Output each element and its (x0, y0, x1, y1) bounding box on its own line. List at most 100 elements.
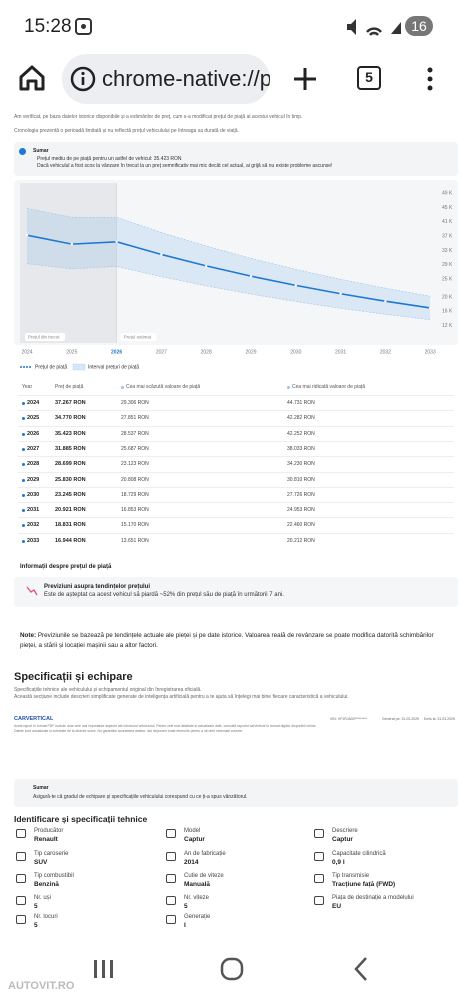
row-dot (22, 509, 25, 513)
table-high: 42.282 RON (287, 415, 315, 422)
summary2-text: Asigură-te că gradul de echipare și spec… (33, 794, 248, 800)
intro-text: Am verificat, pe baza datelor istorice d… (14, 114, 303, 120)
table-high: 24.953 RON (287, 507, 315, 514)
recents-button[interactable] (94, 960, 113, 978)
table-low: 27.851 RON (121, 415, 149, 422)
status-time: 15:28 (24, 16, 72, 37)
row-divider (18, 532, 454, 534)
price-point (429, 306, 432, 310)
spec-value: Captur (184, 836, 205, 843)
table-year: 2031 (27, 507, 40, 514)
identification-title: Identificare și specificații tehnice (14, 814, 148, 824)
table-year: 2025 (27, 415, 40, 422)
row-divider (18, 440, 454, 442)
summary-bullet: Prețul mediu de pe piață pentru un astfe… (37, 156, 182, 162)
table-header: Preț de piață (55, 384, 84, 390)
price-line (26, 234, 431, 309)
row-divider (18, 395, 454, 396)
footer-issued: Emis la: 31.03.2025 (424, 717, 455, 721)
menu-button[interactable] (425, 66, 435, 92)
price-point (115, 240, 118, 243)
spec-value: I (184, 922, 186, 929)
spec-label: Tip caroserie (34, 851, 69, 857)
spec-icon (16, 915, 26, 924)
table-high: 44.731 RON (287, 400, 315, 406)
interval-edge (26, 208, 431, 297)
table-low: 13.651 RON (121, 537, 149, 544)
x-tick-label: 2024 (21, 349, 32, 355)
tab-switcher[interactable]: 5 (357, 66, 381, 90)
summary-box (14, 142, 458, 176)
price-point (205, 264, 208, 268)
note-label: Note: (20, 632, 37, 639)
footer-disclaimer: Datele sunt actualizate și colectate de … (14, 729, 243, 733)
table-low: 20.808 RON (121, 476, 149, 483)
chart-box (14, 180, 458, 345)
table-high: 30.810 RON (287, 476, 315, 483)
spec-icon (166, 852, 176, 861)
spec-label: Descriere (332, 828, 358, 834)
table-low: 29.306 RON (121, 400, 149, 406)
table-low: 15.170 RON (121, 522, 149, 529)
back-button[interactable] (354, 957, 367, 981)
url-bar[interactable]: chrome-native://p (62, 54, 270, 104)
row-dot (22, 417, 25, 421)
specs-title: Specificații și echipare (14, 671, 133, 683)
row-divider (18, 410, 454, 412)
label-bg (120, 333, 157, 341)
new-tab-button[interactable] (292, 66, 318, 92)
table-year: 2033 (27, 537, 40, 544)
table-year: 2028 (27, 461, 40, 468)
home-nav[interactable] (220, 957, 244, 981)
spec-label: Nr. uși (34, 895, 52, 901)
spec-label: Piața de destinație a modelului (332, 895, 414, 901)
spec-value: 0,9 l (332, 859, 345, 866)
price-point (384, 300, 387, 303)
row-divider (18, 486, 454, 488)
spec-label: Producător (34, 828, 64, 834)
table-high: 38.033 RON (287, 445, 315, 452)
spec-icon (166, 915, 176, 924)
table-year: 2032 (27, 522, 40, 529)
legend-swatch (72, 363, 86, 371)
spec-value: Tracțiune față (FWD) (332, 881, 396, 888)
spec-label: Cutie de viteze (184, 873, 224, 879)
spec-value: 5 (34, 922, 38, 929)
row-dot (22, 539, 25, 543)
table-high: 20.212 RON (287, 537, 315, 544)
x-tick-label: 2033 (425, 349, 436, 355)
table-price: 31.885 RON (55, 445, 86, 452)
table-high: 27.726 RON (287, 491, 315, 498)
spec-icon (314, 874, 324, 883)
spec-label: Nr. viteze (184, 895, 210, 901)
specs-line: Specificațiile tehnice ale vehiculului ș… (14, 687, 202, 693)
note: Note: Previziunile se bazează pe tendinț… (20, 631, 450, 650)
x-tick-label: 2029 (245, 349, 256, 355)
history-shade (20, 183, 117, 343)
row-divider (18, 425, 454, 427)
trend-icon (26, 586, 38, 596)
x-tick-label: 2028 (201, 349, 212, 355)
forecast-text: Este de așteptat ca acest vehicul să pia… (44, 592, 284, 598)
row-dot (22, 478, 25, 482)
row-dot (22, 432, 25, 436)
y-tick-label: 16 K (442, 309, 453, 315)
table-header: Cea mai ridicată valoare de piață (292, 384, 366, 390)
interval-edge (26, 263, 431, 321)
table-price: 23.245 RON (55, 491, 86, 498)
table-year: 2026 (27, 430, 40, 437)
table-high: 34.230 RON (287, 461, 315, 468)
table-year: 2024 (27, 400, 40, 406)
price-point (294, 284, 297, 287)
row-dot (22, 524, 25, 528)
table-low: 16.853 RON (121, 507, 149, 514)
table-high: 22.460 RON (287, 522, 315, 529)
forecast-title: Previziuni asupra tendințelor prețului (44, 584, 151, 590)
home-button[interactable] (18, 64, 46, 92)
y-tick-label: 45 K (442, 205, 453, 211)
table-price: 28.699 RON (55, 461, 86, 468)
label-bg (25, 333, 65, 341)
footer-vin: VIN: VF1RJA00********* (330, 717, 367, 721)
watermark: AUTOVIT.RO (8, 980, 75, 992)
spec-icon (16, 874, 26, 883)
